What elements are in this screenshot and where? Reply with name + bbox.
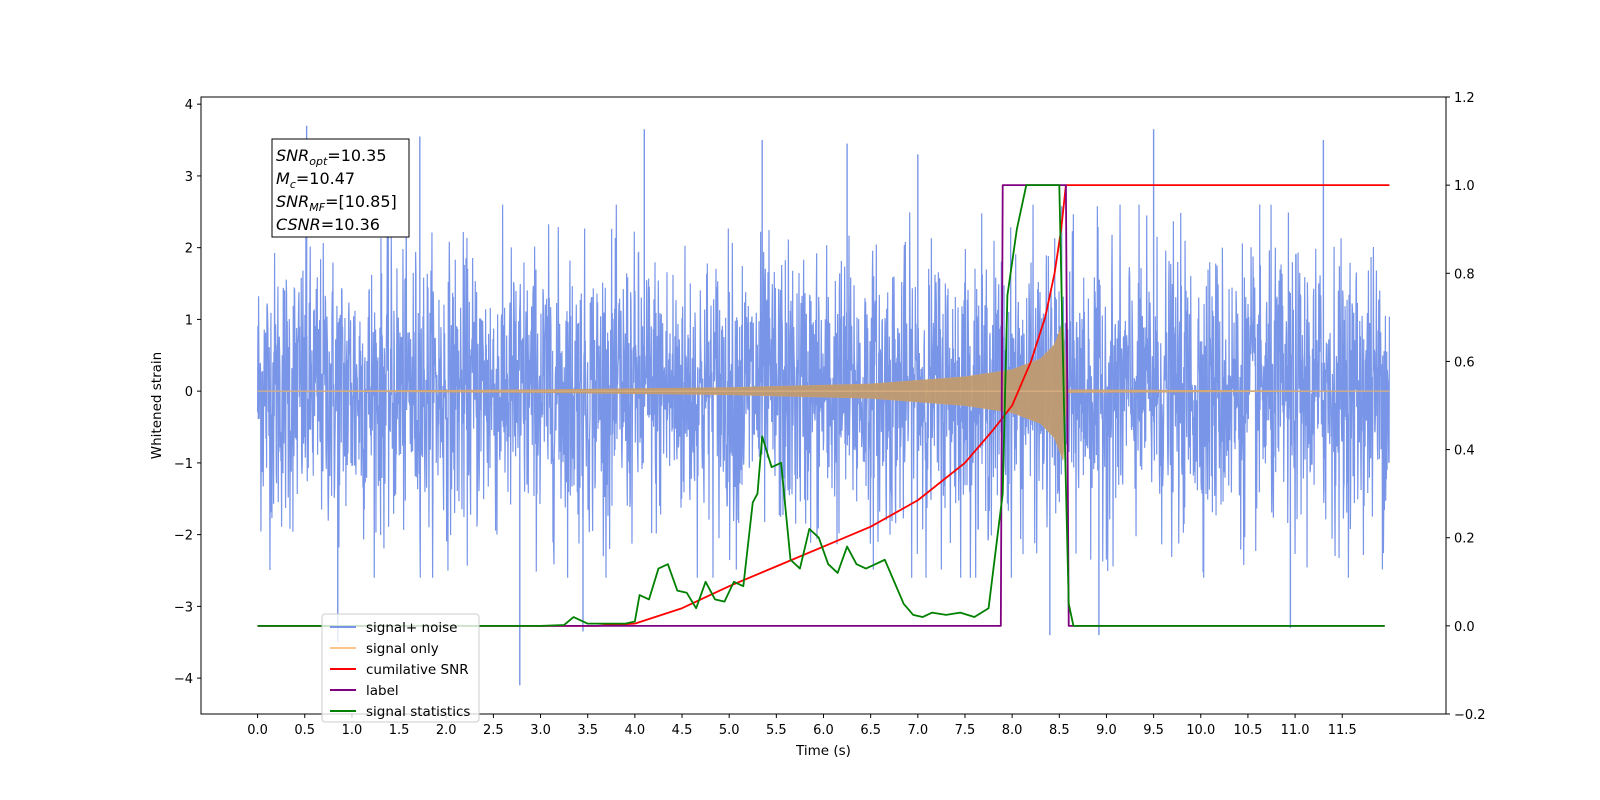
legend-label: signal only (366, 641, 439, 657)
series-lines (257, 184, 1390, 627)
y-tick-label: −3 (174, 600, 193, 615)
x-tick-label: 7.5 (955, 723, 976, 738)
legend-label: signal statistics (366, 704, 470, 720)
y-tick-label: −1 (174, 457, 193, 472)
y-axis-left: 4 3 2 1 0 −1 −2 −3 −4 (174, 98, 201, 687)
x-tick-label: 4.5 (672, 723, 693, 738)
x-tick-label: 1.5 (389, 723, 410, 738)
legend-label: label (366, 683, 399, 699)
legend: signal+ noise signal only cumilative SNR la… (321, 613, 480, 723)
y2-tick-label: −0.2 (1454, 708, 1486, 723)
x-tick-label: 8.5 (1049, 723, 1070, 738)
x-tick-label: 1.0 (342, 723, 363, 738)
y-tick-label: 4 (185, 98, 193, 113)
annotation-box: SNRopt=10.35Mc=10.47SNRMF=[10.85]CSNR=10… (271, 138, 410, 238)
x-tick-label: 7.0 (907, 723, 928, 738)
y-axis-label: Whitened strain (149, 352, 165, 459)
y2-tick-label: 1.0 (1454, 179, 1475, 194)
series-signal-noise (256, 125, 1391, 686)
x-tick-label: 0.0 (247, 723, 268, 738)
x-tick-label: 8.0 (1002, 723, 1023, 738)
y-tick-label: 1 (185, 313, 193, 328)
noise-trace (256, 204, 1391, 578)
annotation-line: Mc=10.47 (276, 169, 355, 191)
y2-tick-label: 0.4 (1454, 444, 1475, 459)
y2-tick-label: 0.0 (1454, 620, 1475, 635)
x-tick-label: 4.0 (625, 723, 646, 738)
x-axis: 0.0 0.5 1.0 1.5 2.0 2.5 3.0 3.5 4.0 4.5 5.0 5.5 6.0 6… (247, 714, 1357, 738)
x-tick-label: 6.0 (813, 723, 834, 738)
series-signal-only (257, 321, 1390, 461)
series-signal-statistics (257, 184, 1385, 627)
y-tick-label: −4 (174, 672, 193, 687)
x-tick-label: 2.0 (436, 723, 457, 738)
annotation-frame (271, 138, 410, 238)
y-tick-label: −2 (174, 529, 193, 544)
y-tick-label: 2 (185, 242, 193, 257)
y2-tick-label: 1.2 (1454, 91, 1475, 106)
x-tick-label: 9.0 (1096, 723, 1117, 738)
annotation-line: CSNR=10.36 (276, 215, 380, 234)
x-tick-label: 5.0 (719, 723, 740, 738)
x-tick-label: 3.5 (577, 723, 598, 738)
y2-tick-label: 0.6 (1454, 355, 1475, 370)
annotation-line: SNRopt=10.35 (276, 146, 387, 168)
y-tick-label: 0 (185, 385, 193, 400)
x-tick-label: 11.0 (1281, 723, 1310, 738)
x-axis-label: Time (s) (795, 743, 851, 759)
x-tick-label: 10.0 (1186, 723, 1215, 738)
x-tick-label: 0.5 (294, 723, 315, 738)
legend-label: cumilative SNR (366, 662, 469, 678)
annotation-line: SNRMF=[10.85] (276, 192, 397, 214)
x-tick-label: 5.5 (766, 723, 787, 738)
x-tick-label: 6.5 (860, 723, 881, 738)
x-tick-label: 11.5 (1328, 723, 1357, 738)
y2-tick-label: 0.8 (1454, 267, 1475, 282)
series-cumulative-snr (257, 184, 1390, 627)
y2-tick-label: 0.2 (1454, 532, 1475, 547)
x-tick-label: 3.0 (530, 723, 551, 738)
y-axis-right: 1.2 1.0 0.8 0.6 0.4 0.2 0.0 −0.2 (1446, 91, 1486, 723)
legend-label: signal+ noise (366, 620, 457, 636)
x-tick-label: 2.5 (483, 723, 504, 738)
legend-frame (321, 613, 480, 723)
y-tick-label: 3 (185, 170, 193, 185)
x-tick-label: 10.5 (1233, 723, 1262, 738)
x-tick-label: 9.5 (1143, 723, 1164, 738)
